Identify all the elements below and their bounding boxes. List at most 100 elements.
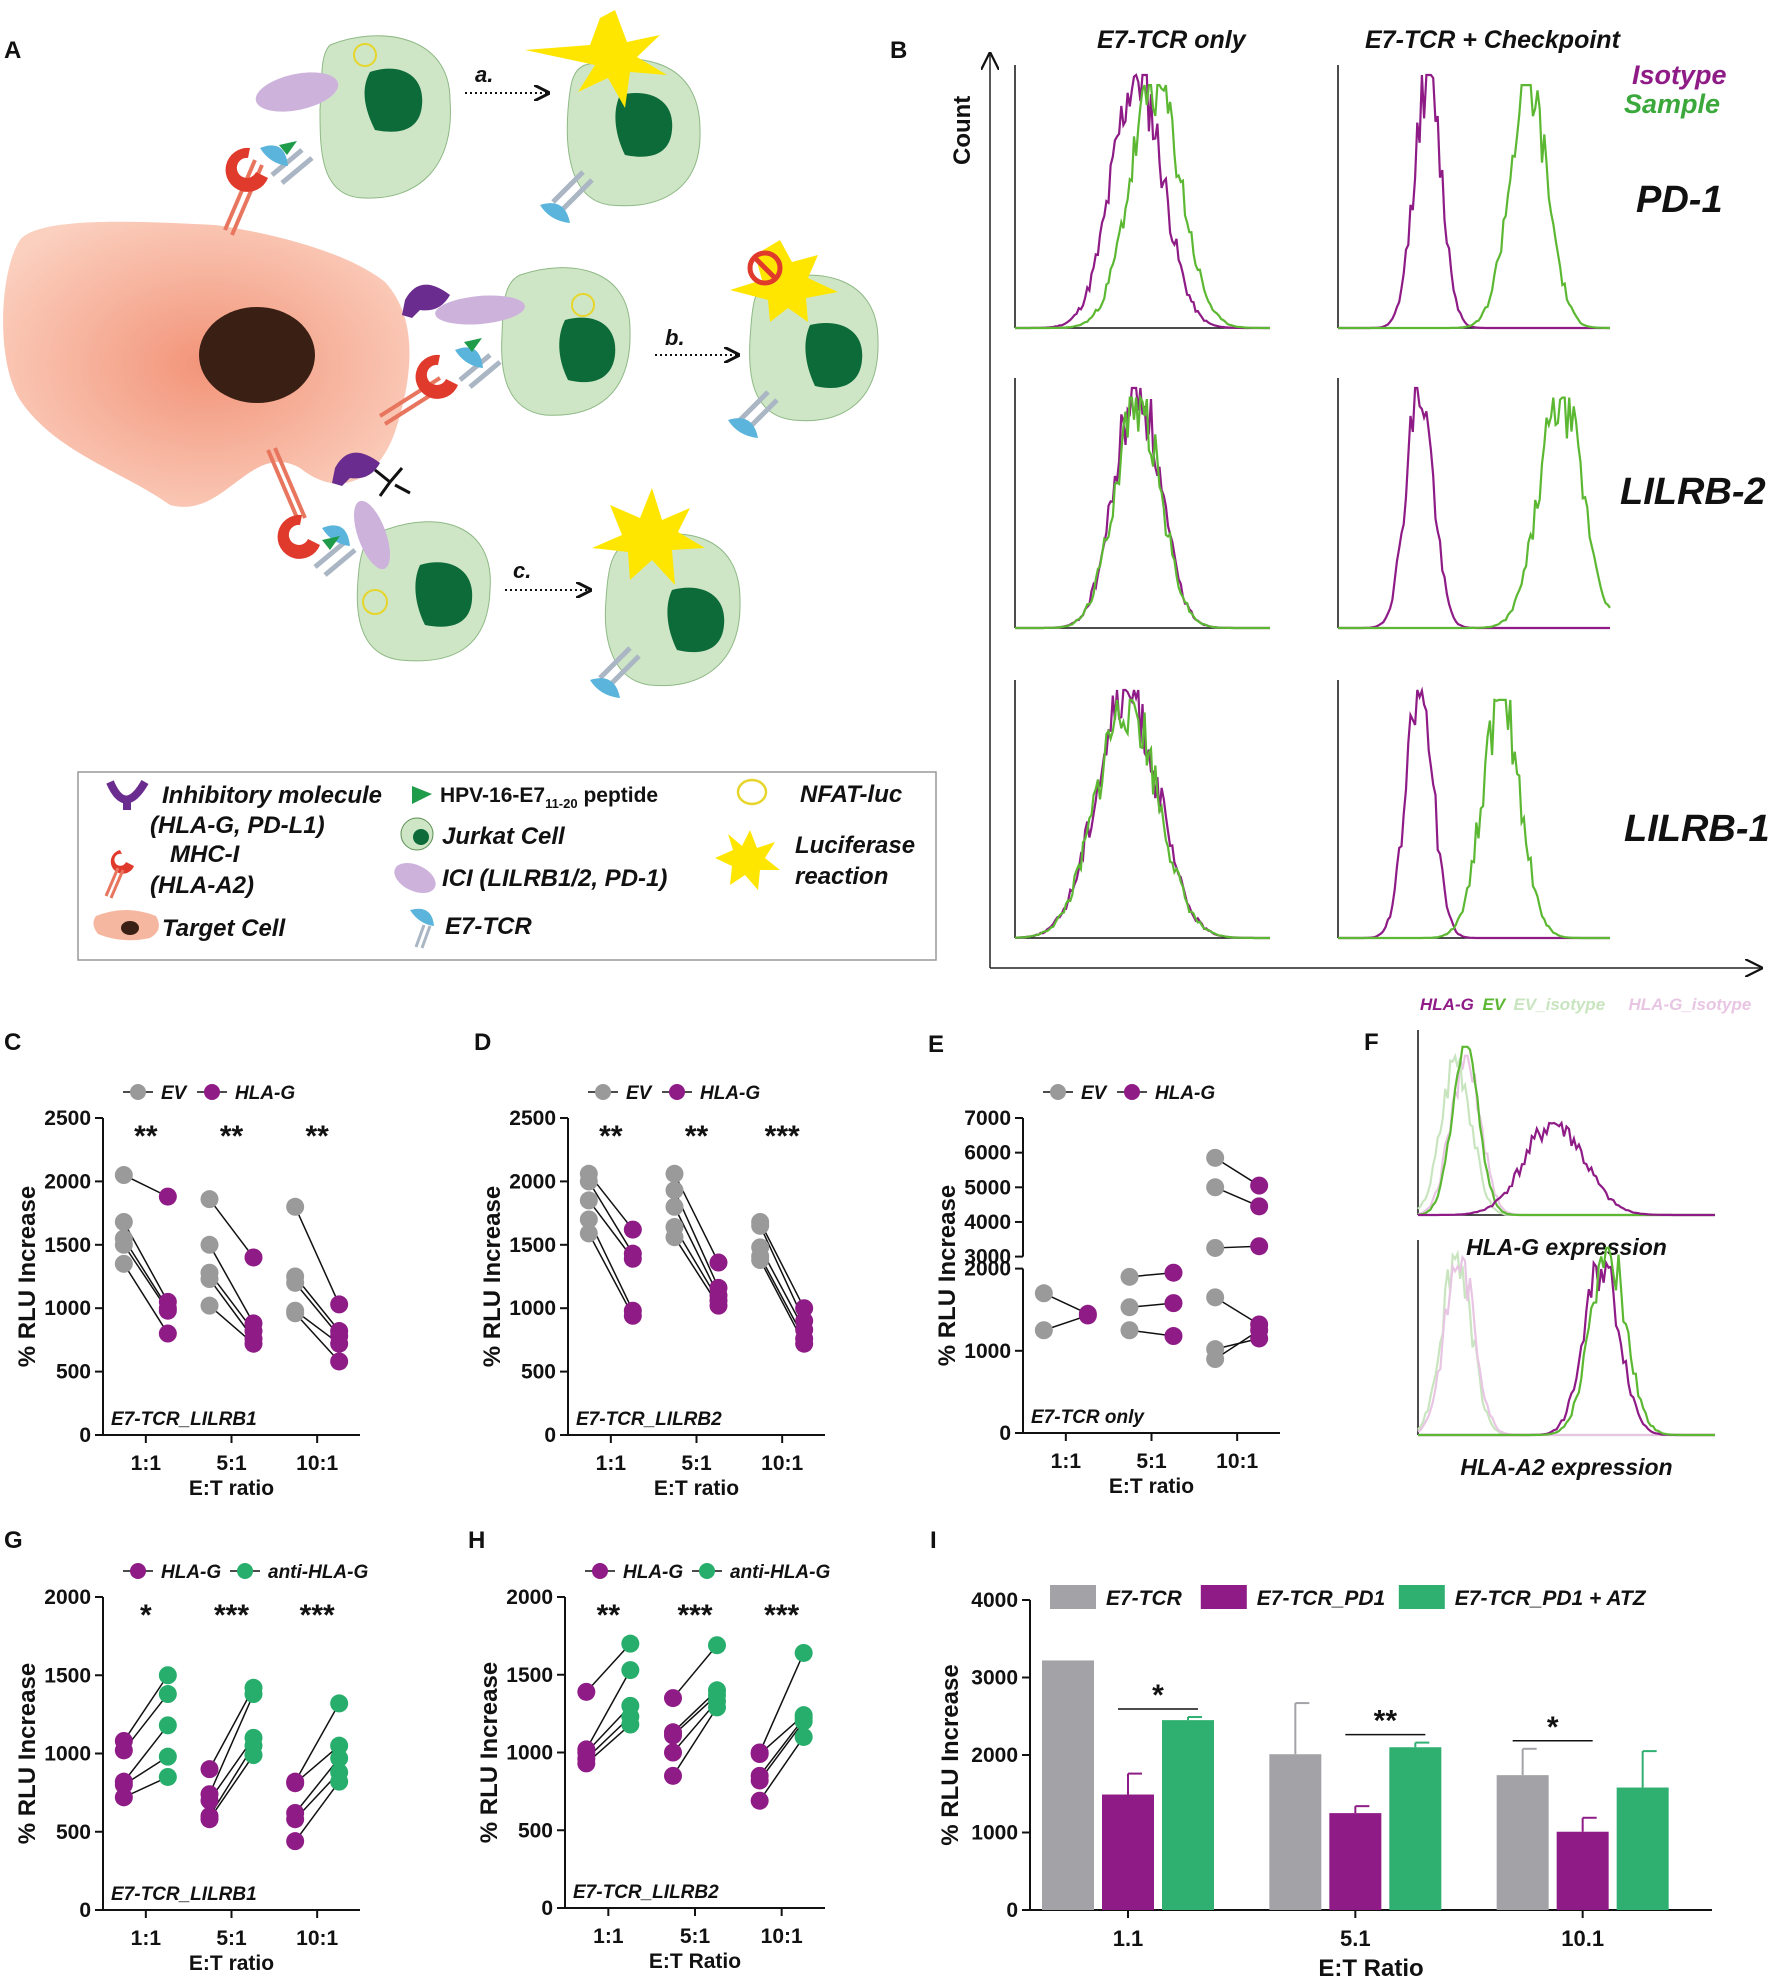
x-axis-label: E:T Ratio xyxy=(649,1950,741,1973)
pair-line xyxy=(759,1736,805,1802)
arrow-label-c: c. xyxy=(513,558,531,583)
t-cell-2 xyxy=(378,267,631,426)
y-tick-label: 1000 xyxy=(964,1340,1011,1363)
t-cell-1 xyxy=(223,35,451,236)
dot-hla-g xyxy=(709,1296,728,1315)
dot-hla-g xyxy=(1250,1197,1269,1216)
legend-luciferase-2: reaction xyxy=(795,863,888,890)
legend-marker xyxy=(592,1563,608,1579)
panel-annotation: E7-TCR_LILRB2 xyxy=(576,1409,722,1430)
legend-marker xyxy=(699,1563,715,1579)
x-tick-label: 10:1 xyxy=(296,1927,338,1950)
significance-marker: *** xyxy=(214,1599,249,1632)
dot-ev xyxy=(751,1251,770,1270)
pair-line xyxy=(123,1674,169,1742)
dot-ev xyxy=(286,1197,305,1216)
arrow-label-a: a. xyxy=(475,62,493,87)
dot-hla-g xyxy=(750,1745,769,1764)
panel-c: C 0 500 1000 1500 2000 2500 1:1 ** 5:1 ** 10:1 ** % … xyxy=(4,1029,360,1500)
y-tick-label: 500 xyxy=(56,1821,91,1844)
panel-annotation: E7-TCR_LILRB2 xyxy=(573,1882,719,1903)
dot-hla-g xyxy=(623,1306,642,1325)
y-tick-label: 0 xyxy=(999,1422,1011,1445)
y-tick-label: 2000 xyxy=(964,1258,1011,1281)
dot-ev xyxy=(751,1216,770,1235)
legend-peptide: HPV-16-E711-20 peptide xyxy=(440,784,658,811)
legend-jurkat: Jurkat Cell xyxy=(442,823,566,850)
significance-marker: *** xyxy=(764,1599,799,1632)
panel-annotation: E7-TCR_LILRB1 xyxy=(111,1409,257,1430)
bar-e7-tcr xyxy=(1269,1754,1322,1910)
y-tick-label: 500 xyxy=(518,1819,553,1842)
bar-e7-tcr xyxy=(1496,1775,1549,1910)
bar-e7-tcr-pd1 xyxy=(1102,1794,1154,1910)
bar-e7-tcr-pd1-atz xyxy=(1389,1747,1442,1910)
dot-ev xyxy=(114,1235,133,1254)
inhibitory-molecule-icon xyxy=(106,779,149,810)
dot-hla-g xyxy=(244,1248,263,1267)
y-tick-label: 2500 xyxy=(44,1107,91,1130)
bar-e7-tcr-pd1-atz xyxy=(1162,1720,1214,1910)
legend-ici: ICI (LILRB1/2, PD-1) xyxy=(442,865,667,892)
luciferase-icon xyxy=(715,830,780,890)
dot-ev xyxy=(665,1197,684,1216)
legend-mhc-2: (HLA-A2) xyxy=(150,872,254,899)
i-y-axis-label: % RLU Increase xyxy=(937,1664,964,1845)
panel-a: A a. xyxy=(3,10,937,961)
legend-nfat: NFAT-luc xyxy=(800,781,902,808)
y-tick-label: 500 xyxy=(521,1361,556,1384)
legend-label: anti-HLA-G xyxy=(730,1562,830,1583)
dot-anti-hla-g xyxy=(330,1772,349,1791)
x-tick-label: 10:1 xyxy=(761,1925,803,1948)
i-legend-swatch xyxy=(1398,1585,1445,1609)
y-tick-label: 6000 xyxy=(964,1142,1011,1165)
legend-inhibitory-2: (HLA-G, PD-L1) xyxy=(150,812,325,839)
y-axis-label: % RLU Increase xyxy=(476,1662,503,1843)
legend-label: anti-HLA-G xyxy=(268,1562,368,1583)
dot-ev xyxy=(579,1172,598,1191)
y-tick-label: 7000 xyxy=(964,1107,1011,1130)
legend-marker xyxy=(1050,1084,1066,1100)
panel-label-h: H xyxy=(468,1527,485,1554)
x-tick-label: 5:1 xyxy=(216,1452,247,1475)
x-tick-label: 1:1 xyxy=(131,1927,162,1950)
schematic-legend: Inhibitory molecule (HLA-G, PD-L1) MHC-I… xyxy=(77,771,937,961)
flow-row-lilrb1: LILRB-1 xyxy=(1624,808,1770,850)
legend-target: Target Cell xyxy=(162,915,286,942)
t-cell-2-result xyxy=(728,240,879,438)
legend-marker xyxy=(237,1563,253,1579)
dot-hla-g xyxy=(1250,1176,1269,1195)
x-axis-label: E:T ratio xyxy=(1109,1475,1194,1498)
panel-f: F HLA-G EV EV_isotype HLA-G_isotype HLA-G ex… xyxy=(1364,995,1751,1480)
flow-sample-histogram xyxy=(1338,698,1610,940)
pair-line xyxy=(588,1233,634,1317)
dot-hla-g xyxy=(795,1299,814,1318)
dot-hla-g xyxy=(114,1788,133,1807)
dot-ev xyxy=(579,1191,598,1210)
dot-anti-hla-g xyxy=(794,1712,813,1731)
f-subplot-label: HLA-A2 expression xyxy=(1460,1454,1672,1480)
legend-label: EV xyxy=(161,1083,188,1104)
pair-line xyxy=(123,1238,169,1309)
i-legend-label: E7-TCR xyxy=(1106,1587,1183,1610)
dot-hla-g xyxy=(330,1295,349,1314)
significance-marker: ** xyxy=(685,1120,709,1153)
significance-marker: ** xyxy=(220,1120,244,1153)
dot-ev xyxy=(1206,1148,1225,1167)
legend-label: EV xyxy=(626,1083,653,1104)
flow-histograms xyxy=(1014,65,1611,940)
dot-hla-g xyxy=(709,1253,728,1272)
significance-marker: ** xyxy=(597,1599,621,1632)
pair-line xyxy=(294,1703,340,1783)
significance-marker: ** xyxy=(134,1120,158,1153)
pair-line xyxy=(208,1198,255,1258)
legend-marker xyxy=(1124,1084,1140,1100)
dot-hla-g xyxy=(286,1774,305,1793)
dot-ev xyxy=(665,1164,684,1183)
legend-marker xyxy=(595,1084,611,1100)
f-legend-label: EV_isotype xyxy=(1514,995,1606,1014)
f-histogram-hla-g xyxy=(1418,1120,1715,1217)
blocked-icon xyxy=(747,250,783,286)
